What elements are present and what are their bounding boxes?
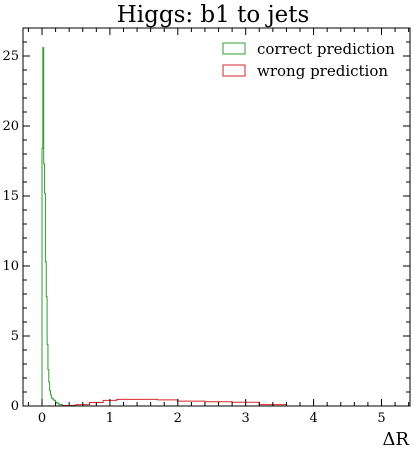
y-tick-label: 25: [2, 49, 19, 64]
x-tick-label: 3: [242, 411, 250, 426]
series-wrong-step: [61, 398, 287, 406]
x-tick-label: 5: [377, 411, 385, 426]
axis-ticks: 0 1 2 3 4 5 0 5 10 15 20 25: [2, 27, 410, 426]
legend-swatch-wrong: [222, 64, 246, 77]
y-tick-label: 5: [11, 329, 19, 344]
y-tick-label: 0: [11, 399, 19, 414]
legend-label-wrong: wrong prediction: [257, 62, 388, 80]
legend-label-correct: correct prediction: [257, 40, 395, 58]
x-tick-label: 0: [38, 411, 46, 426]
y-tick-label: 15: [2, 189, 19, 204]
x-tick-label: 2: [174, 411, 182, 426]
chart-title: Higgs: b1 to jets: [117, 2, 310, 28]
legend-swatch-correct: [222, 42, 246, 55]
series-correct-step: [41, 47, 63, 406]
series-layer: [41, 47, 287, 406]
y-tick-label: 20: [2, 119, 19, 134]
x-axis-label: ΔR: [382, 429, 409, 450]
y-tick-label: 10: [2, 259, 19, 274]
plot-frame: [22, 27, 411, 407]
legend: correct prediction wrong prediction: [222, 40, 395, 80]
x-tick-label: 1: [106, 411, 114, 426]
x-tick-label: 4: [309, 411, 317, 426]
